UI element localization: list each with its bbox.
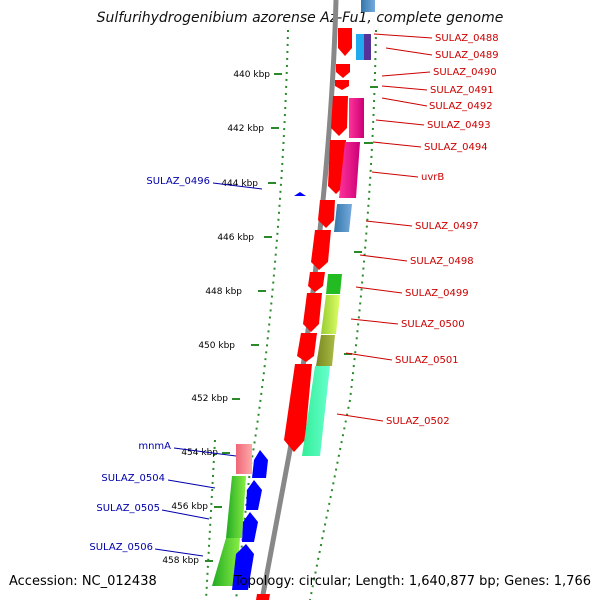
leader-line — [359, 254, 408, 262]
left-leader-lines — [154, 182, 263, 557]
genome-backbone — [259, 0, 339, 600]
gene-label: SULAZ_0504 — [101, 473, 165, 484]
gene-arrow-reverse — [252, 450, 268, 478]
right-gene-labels: SULAZ_0488 SULAZ_0489 SULAZ_0490 SULAZ_0… — [386, 33, 499, 427]
gene-block — [321, 295, 340, 334]
gene-block — [334, 204, 352, 232]
page-title: Sulfurihydrogenibium azorense Az-Fu1, co… — [96, 10, 504, 26]
gene-block — [349, 98, 364, 138]
ruler-ticks — [205, 73, 378, 562]
gene-label: SULAZ_0505 — [96, 503, 160, 514]
gene-block — [364, 34, 371, 60]
gene-arrow-forward — [311, 230, 331, 270]
leader-line — [373, 33, 433, 39]
right-leader-lines — [336, 33, 433, 422]
dotted-ring-outer — [309, 29, 377, 600]
ruler-label: 454 kbp — [181, 448, 218, 458]
left-track-genes — [212, 444, 252, 586]
gene-label: SULAZ_0491 — [430, 85, 494, 96]
leader-line — [375, 119, 425, 126]
ruler-label: 440 kbp — [233, 70, 270, 80]
leader-line — [365, 220, 413, 227]
leader-line — [212, 182, 263, 190]
ruler-label: 448 kbp — [205, 287, 242, 297]
dotted-ring-left — [205, 439, 216, 600]
gene-block — [236, 444, 252, 474]
gene-block — [339, 142, 360, 198]
reverse-strand-genes — [232, 192, 306, 590]
leader-line — [154, 548, 204, 557]
gene-label: SULAZ_0502 — [386, 416, 450, 427]
gene-block — [361, 0, 375, 12]
gene-label: SULAZ_0498 — [410, 256, 474, 267]
leader-line — [381, 71, 431, 77]
gene-arrow-forward — [256, 594, 270, 600]
ruler-label: 442 kbp — [227, 124, 264, 134]
leader-line — [161, 509, 210, 520]
accession-text: Accession: NC_012438 — [9, 574, 157, 589]
gene-label: SULAZ_0489 — [435, 50, 499, 61]
ruler-label: 456 kbp — [171, 502, 208, 512]
gene-label: mnmA — [138, 441, 171, 452]
leader-line — [371, 171, 419, 178]
leader-line — [173, 447, 237, 457]
gene-label: SULAZ_0499 — [405, 288, 469, 299]
gene-arrow-forward — [297, 333, 317, 362]
forward-strand-genes — [256, 28, 352, 600]
leader-line — [345, 352, 393, 361]
gene-block — [226, 476, 246, 538]
outer-track-genes — [302, 0, 375, 456]
gene-arrow-forward — [335, 80, 349, 90]
leader-line — [355, 286, 403, 294]
gene-arrow-reverse — [246, 480, 262, 510]
gene-label: SULAZ_0496 — [146, 176, 210, 187]
gene-label: SULAZ_0500 — [401, 319, 465, 330]
gene-label: SULAZ_0490 — [433, 67, 497, 78]
gene-label: SULAZ_0501 — [395, 355, 459, 366]
gene-block — [326, 274, 342, 294]
leader-line — [167, 479, 216, 489]
dotted-ring-inner — [235, 29, 289, 600]
gene-label: SULAZ_0497 — [415, 221, 479, 232]
gene-arrow-forward — [336, 64, 350, 78]
gene-arrow-forward — [303, 293, 322, 332]
ruler-label: 452 kbp — [191, 394, 228, 404]
gene-arrow-reverse — [242, 512, 258, 542]
gene-block — [316, 335, 335, 366]
leader-line — [336, 413, 384, 422]
gene-label: SULAZ_0493 — [427, 120, 491, 131]
gene-label: SULAZ_0506 — [89, 542, 153, 553]
gene-block — [212, 538, 240, 586]
gene-arrow-reverse — [294, 192, 306, 196]
gene-arrow-forward — [338, 28, 352, 56]
leader-line — [372, 141, 422, 148]
gene-label: SULAZ_0488 — [435, 33, 499, 44]
gene-arrow-forward — [284, 364, 312, 452]
gene-label: uvrB — [421, 172, 444, 183]
gene-block — [302, 366, 330, 456]
ruler-label: 444 kbp — [221, 179, 258, 189]
gene-arrow-reverse — [232, 544, 254, 590]
gene-arrow-forward — [331, 96, 348, 136]
ruler-labels: 440 kbp 442 kbp 444 kbp 446 kbp 448 kbp … — [162, 70, 270, 566]
leader-line — [385, 47, 433, 56]
genome-summary-text: Topology: circular; Length: 1,640,877 bp… — [233, 574, 591, 589]
gene-block — [356, 34, 364, 60]
gene-label: SULAZ_0492 — [429, 101, 493, 112]
leader-line — [350, 318, 399, 325]
ruler-label: 450 kbp — [198, 341, 235, 351]
gene-arrow-forward — [308, 272, 325, 292]
ruler-label: 458 kbp — [162, 556, 199, 566]
gene-arrow-forward — [318, 200, 335, 228]
leader-line — [381, 85, 428, 91]
gene-label: SULAZ_0494 — [424, 142, 488, 153]
ruler-label: 446 kbp — [217, 233, 254, 243]
left-gene-labels: SULAZ_0496 mnmA SULAZ_0504 SULAZ_0505 SU… — [89, 176, 210, 553]
leader-line — [381, 97, 428, 107]
